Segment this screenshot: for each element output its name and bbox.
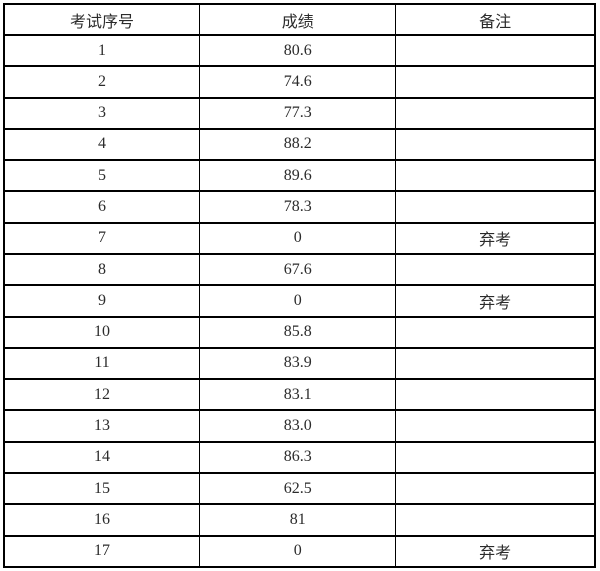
score-cell: 86.3 [199, 440, 397, 474]
score-cell: 74.6 [199, 65, 397, 99]
table-row: 13 83.0 [3, 409, 596, 443]
score-cell: 67.6 [199, 252, 397, 287]
score-cell: 0 [199, 284, 397, 318]
exam-no-cell: 8 [3, 252, 201, 287]
table-row: 15 62.5 [3, 471, 596, 506]
exam-no-cell: 10 [3, 315, 201, 349]
exam-no-cell: 15 [3, 471, 201, 506]
remark-cell [395, 503, 596, 537]
score-cell: 62.5 [199, 471, 397, 506]
remark-cell [395, 346, 596, 381]
remark-cell [395, 33, 596, 68]
remark-cell: 弃考 [395, 221, 596, 255]
table-row: 5 89.6 [3, 159, 596, 193]
table-row: 17 0 弃考 [3, 534, 596, 568]
table-row: 4 88.2 [3, 127, 596, 162]
exam-no-cell: 9 [3, 284, 201, 318]
exam-no-cell: 2 [3, 65, 201, 99]
table-row: 1 80.6 [3, 33, 596, 68]
exam-no-cell: 4 [3, 127, 201, 162]
score-cell: 77.3 [199, 96, 397, 130]
exam-no-cell: 17 [3, 534, 201, 568]
remark-cell [395, 96, 596, 130]
table-row: 9 0 弃考 [3, 284, 596, 318]
exam-no-cell: 5 [3, 159, 201, 193]
table-row: 11 83.9 [3, 346, 596, 381]
exam-no-cell: 1 [3, 33, 201, 68]
table-row: 14 86.3 [3, 440, 596, 474]
column-header-exam-no: 考试序号 [3, 3, 201, 36]
table-row: 3 77.3 [3, 96, 596, 130]
exam-no-cell: 11 [3, 346, 201, 381]
exam-no-cell: 3 [3, 96, 201, 130]
table-row: 10 85.8 [3, 315, 596, 349]
remark-cell [395, 440, 596, 474]
table-row: 6 78.3 [3, 190, 596, 224]
exam-no-cell: 16 [3, 503, 201, 537]
score-cell: 83.0 [199, 409, 397, 443]
score-cell: 78.3 [199, 190, 397, 224]
exam-no-cell: 12 [3, 378, 201, 412]
table-row: 2 74.6 [3, 65, 596, 99]
remark-cell: 弃考 [395, 284, 596, 318]
table-row: 12 83.1 [3, 378, 596, 412]
remark-cell [395, 409, 596, 443]
score-cell: 89.6 [199, 159, 397, 193]
remark-cell [395, 159, 596, 193]
table-row: 8 67.6 [3, 252, 596, 287]
column-header-score: 成绩 [199, 3, 397, 36]
exam-score-table: 考试序号 成绩 备注 1 80.6 2 74.6 3 77.3 4 88.2 5 89.6 6 78.… [3, 3, 596, 568]
header-row: 考试序号 成绩 备注 [3, 3, 596, 36]
score-cell: 80.6 [199, 33, 397, 68]
table-row: 7 0 弃考 [3, 221, 596, 255]
score-cell: 81 [199, 503, 397, 537]
remark-cell [395, 190, 596, 224]
exam-no-cell: 13 [3, 409, 201, 443]
score-cell: 83.1 [199, 378, 397, 412]
remark-cell [395, 315, 596, 349]
remark-cell: 弃考 [395, 534, 596, 568]
remark-cell [395, 378, 596, 412]
remark-cell [395, 252, 596, 287]
score-cell: 88.2 [199, 127, 397, 162]
remark-cell [395, 65, 596, 99]
remark-cell [395, 471, 596, 506]
score-cell: 0 [199, 534, 397, 568]
score-cell: 0 [199, 221, 397, 255]
table-row: 16 81 [3, 503, 596, 537]
exam-no-cell: 7 [3, 221, 201, 255]
exam-no-cell: 14 [3, 440, 201, 474]
score-cell: 85.8 [199, 315, 397, 349]
table-body: 1 80.6 2 74.6 3 77.3 4 88.2 5 89.6 6 78.3 7 0 弃考 8 67.6 9… [3, 33, 596, 568]
score-cell: 83.9 [199, 346, 397, 381]
column-header-remark: 备注 [395, 3, 596, 36]
remark-cell [395, 127, 596, 162]
exam-no-cell: 6 [3, 190, 201, 224]
